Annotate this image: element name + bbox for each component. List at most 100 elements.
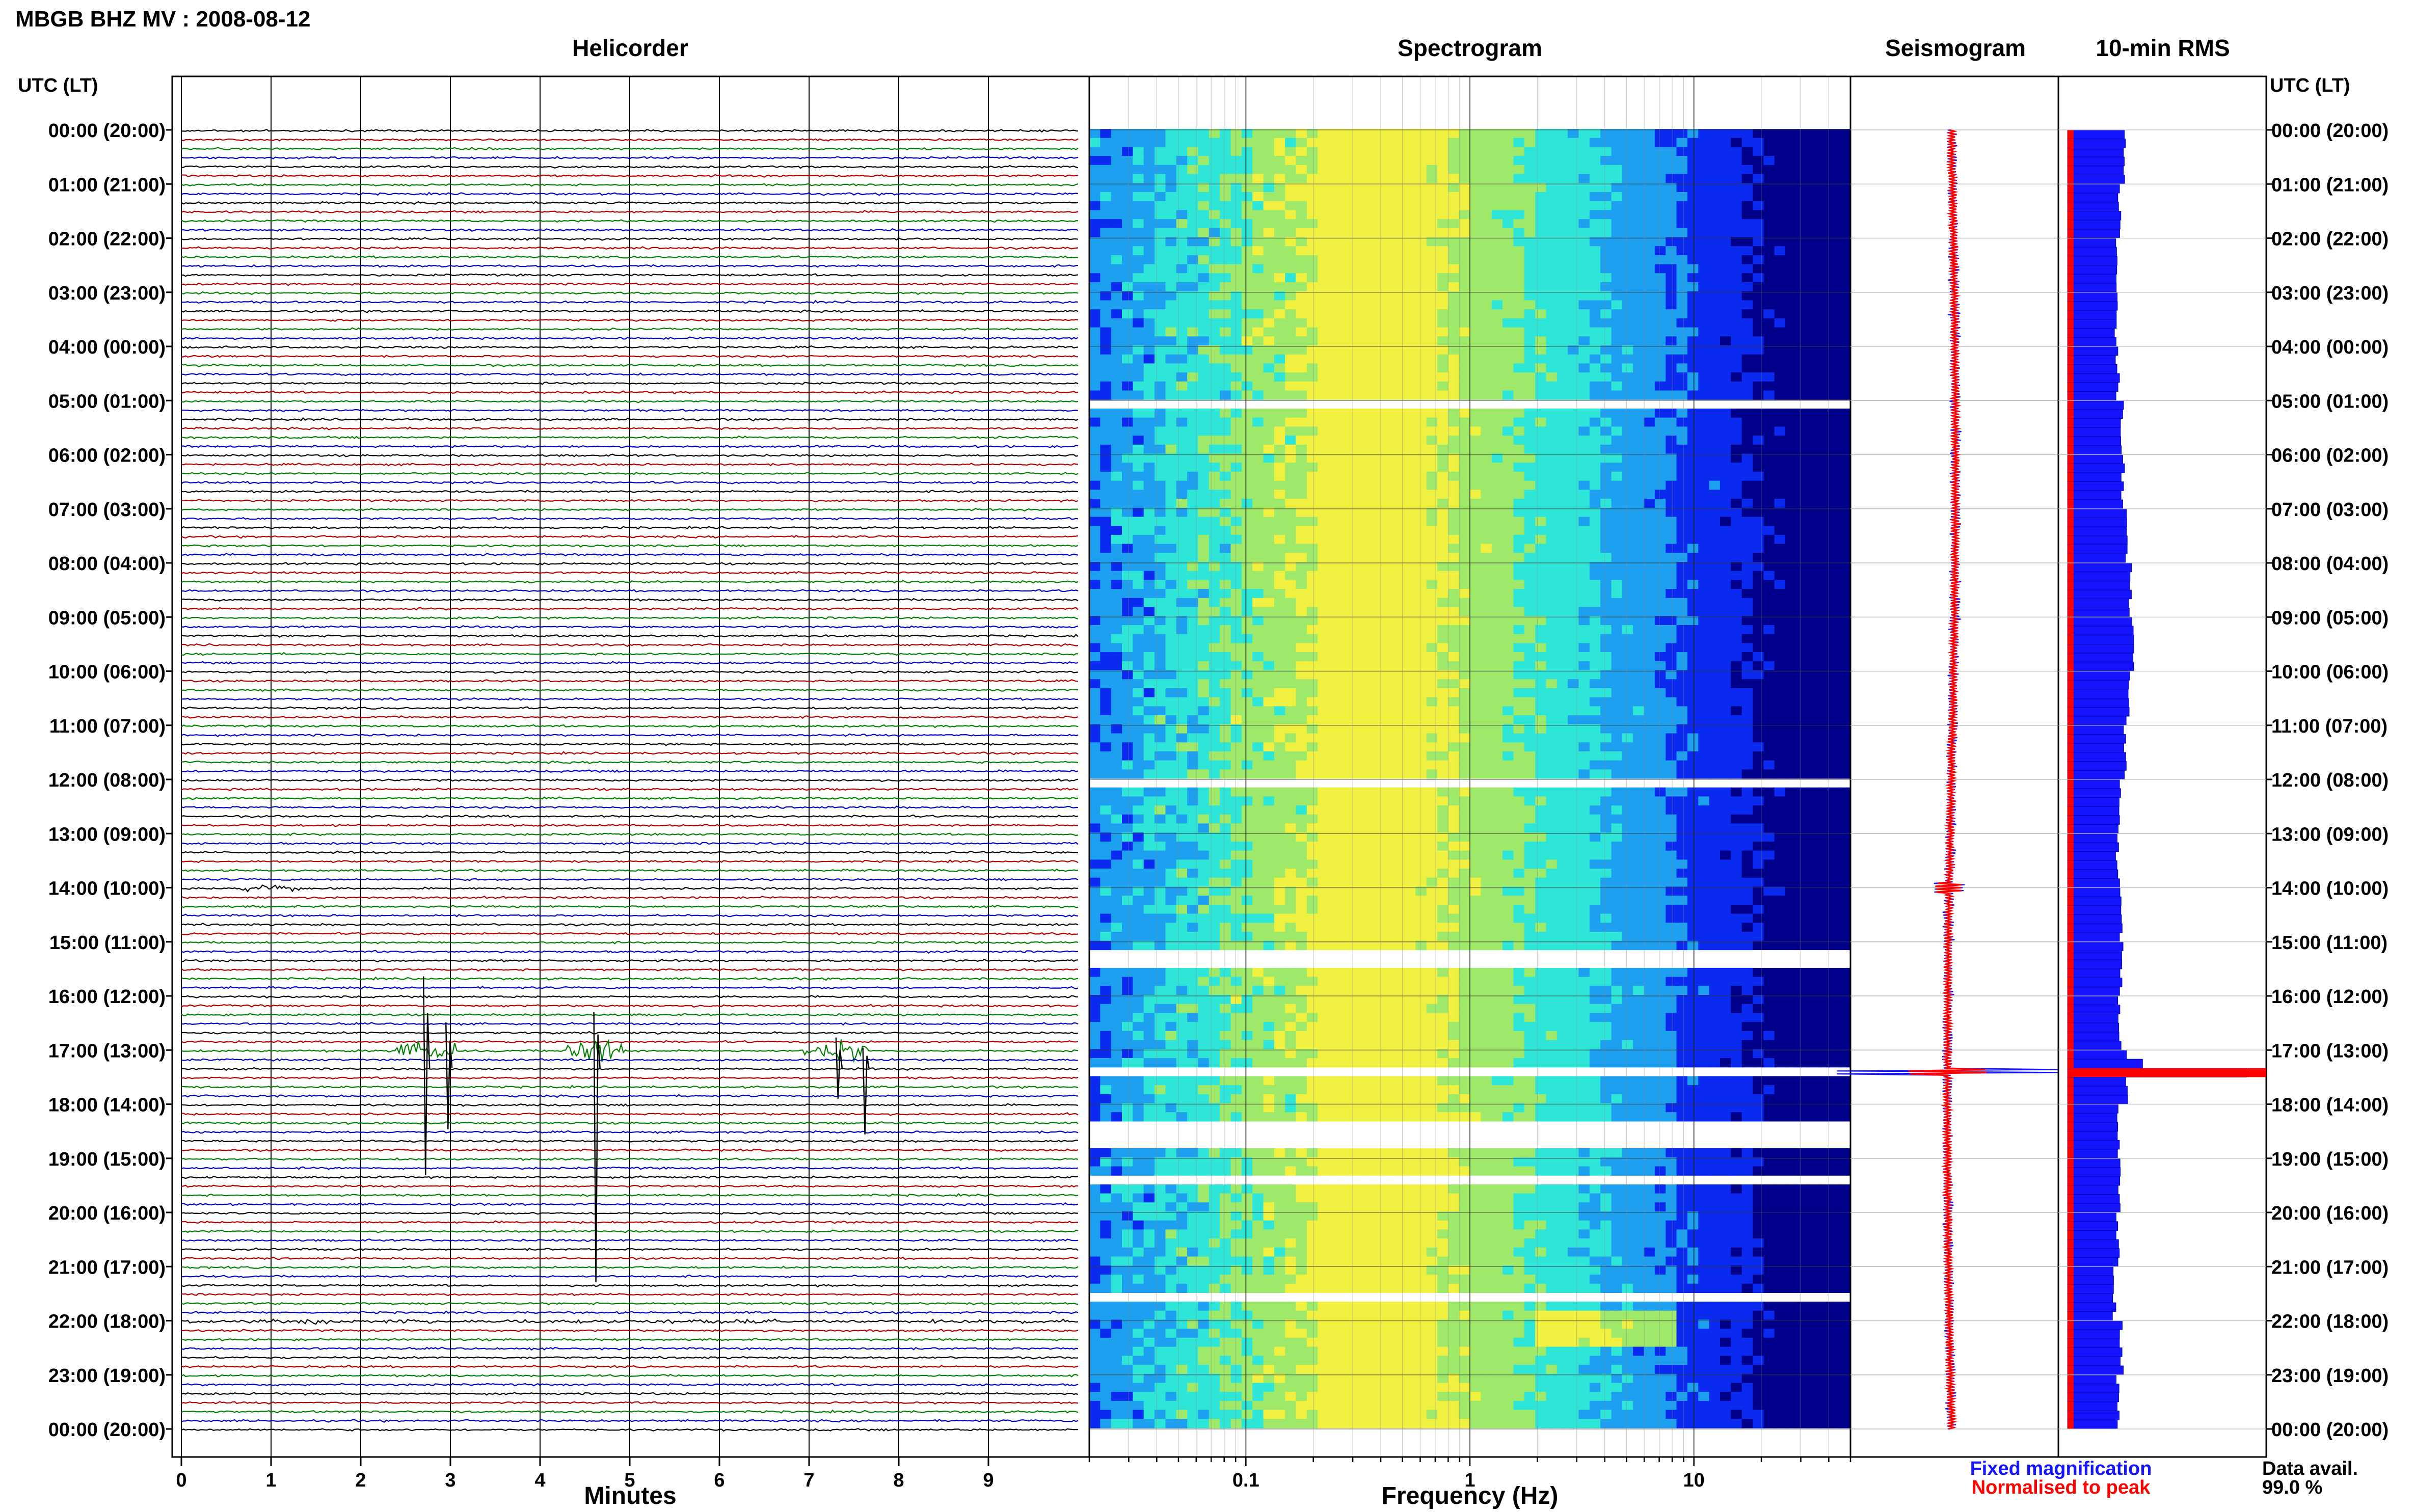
spectrogram-cell <box>1427 724 1438 734</box>
spectrogram-cell <box>1687 372 1699 382</box>
spectrogram-cell <box>1220 544 1231 553</box>
spectrogram-cell <box>1622 724 1633 734</box>
spectrogram-cell <box>1415 661 1427 670</box>
spectrogram-cell <box>1459 688 1470 697</box>
spectrogram-cell <box>1165 336 1176 345</box>
spectrogram-cell <box>1165 616 1176 625</box>
spectrogram-cell <box>1829 255 1840 264</box>
spectrogram-cell <box>1448 499 1459 508</box>
spectrogram-cell <box>1437 499 1448 508</box>
spectrogram-cell <box>1133 282 1144 291</box>
spectrogram-cell <box>1122 255 1133 264</box>
spectrogram-cell <box>1122 652 1133 661</box>
spectrogram-cell <box>1590 598 1601 607</box>
spectrogram-cell <box>1633 183 1644 192</box>
spectrogram-cell <box>1698 436 1709 445</box>
spectrogram-cell <box>1698 706 1709 715</box>
spectrogram-cell <box>1155 652 1166 661</box>
spectrogram-cell <box>1829 318 1840 328</box>
spectrogram-cell <box>1731 734 1742 743</box>
spectrogram-cell <box>1698 301 1709 310</box>
spectrogram-cell <box>1100 472 1111 481</box>
spectrogram-cell <box>1165 724 1176 734</box>
spectrogram-cell <box>1144 661 1155 670</box>
spectrogram-cell <box>1829 309 1840 318</box>
spectrogram-cell <box>1796 607 1807 616</box>
spectrogram-cell <box>1502 661 1514 670</box>
spectrogram-cell <box>1513 472 1524 481</box>
spectrogram-cell <box>1753 652 1764 661</box>
spectrogram-cell <box>1296 156 1307 165</box>
spectrogram-cell <box>1633 751 1644 761</box>
spectrogram-cell <box>1252 409 1264 418</box>
spectrogram-cell <box>1818 426 1829 436</box>
spectrogram-cell <box>1546 282 1557 291</box>
spectrogram-cell <box>1264 264 1275 274</box>
spectrogram-cell <box>1198 318 1209 328</box>
spectrogram-cell <box>1307 517 1318 526</box>
spectrogram-cell <box>1155 228 1166 237</box>
spectrogram-cell <box>1796 156 1807 165</box>
spectrogram-cell <box>1427 183 1438 192</box>
spectrogram-cell <box>1720 382 1731 391</box>
spectrogram-cell <box>1481 318 1492 328</box>
spectrogram-cell <box>1394 174 1405 183</box>
spectrogram-cell <box>1666 535 1677 544</box>
spectrogram-cell <box>1535 301 1546 310</box>
spectrogram-cell <box>1633 273 1644 282</box>
spectrogram-cell <box>1209 490 1220 499</box>
spectrogram-cell <box>1492 246 1503 255</box>
spectrogram-cell <box>1840 734 1851 743</box>
spectrogram-cell <box>1176 724 1188 734</box>
spectrogram-cell <box>1644 301 1655 310</box>
spectrogram-cell <box>1763 571 1775 580</box>
spectrogram-cell <box>1644 724 1655 734</box>
spectrogram-cell <box>1655 445 1666 454</box>
spectrogram-cell <box>1361 499 1373 508</box>
spectrogram-cell <box>1231 688 1242 697</box>
spectrogram-cell <box>1296 309 1307 318</box>
spectrogram-cell <box>1524 409 1536 418</box>
spectrogram-cell <box>1557 363 1568 372</box>
spectrogram-cell <box>1470 328 1481 337</box>
spectrogram-cell <box>1285 463 1296 472</box>
spectrogram-cell <box>1264 616 1275 625</box>
spectrogram-cell <box>1753 751 1764 761</box>
spectrogram-cell <box>1427 264 1438 274</box>
spectrogram-cell <box>1437 328 1448 337</box>
spectrogram-cell <box>1307 336 1318 345</box>
spectrogram-cell <box>1590 382 1601 391</box>
spectrogram-cell <box>1405 372 1416 382</box>
spectrogram-cell <box>1666 418 1677 427</box>
spectrogram-cell <box>1578 336 1590 345</box>
spectrogram-cell <box>1339 418 1351 427</box>
spectrogram-cell <box>1427 553 1438 562</box>
spectrogram-cell <box>1361 309 1373 318</box>
spectrogram-cell <box>1318 463 1329 472</box>
spectrogram-cell <box>1089 445 1101 454</box>
spectrogram-cell <box>1187 688 1198 697</box>
spectrogram-cell <box>1481 363 1492 372</box>
spectrogram-cell <box>1133 391 1144 400</box>
spectrogram-cell <box>1405 273 1416 282</box>
spectrogram-cell <box>1513 273 1524 282</box>
spectrogram-cell <box>1242 616 1253 625</box>
spectrogram-cell <box>1383 508 1394 517</box>
spectrogram-cell <box>1329 706 1340 715</box>
spectrogram-cell <box>1231 625 1242 634</box>
spectrogram-cell <box>1448 571 1459 580</box>
spectrogram-cell <box>1350 598 1361 607</box>
spectrogram-cell <box>1742 706 1753 715</box>
spectrogram-cell <box>1459 309 1470 318</box>
spectrogram-cell <box>1198 589 1209 598</box>
spectrogram-cell <box>1709 634 1721 643</box>
spectrogram-cell <box>1176 282 1188 291</box>
spectrogram-cell <box>1231 607 1242 616</box>
spectrogram-cell <box>1198 652 1209 661</box>
spectrogram-cell <box>1427 426 1438 436</box>
spectrogram-cell <box>1524 418 1536 427</box>
spectrogram-cell <box>1405 571 1416 580</box>
spectrogram-cell <box>1807 309 1818 318</box>
spectrogram-cell <box>1437 445 1448 454</box>
spectrogram-cell <box>1829 264 1840 274</box>
